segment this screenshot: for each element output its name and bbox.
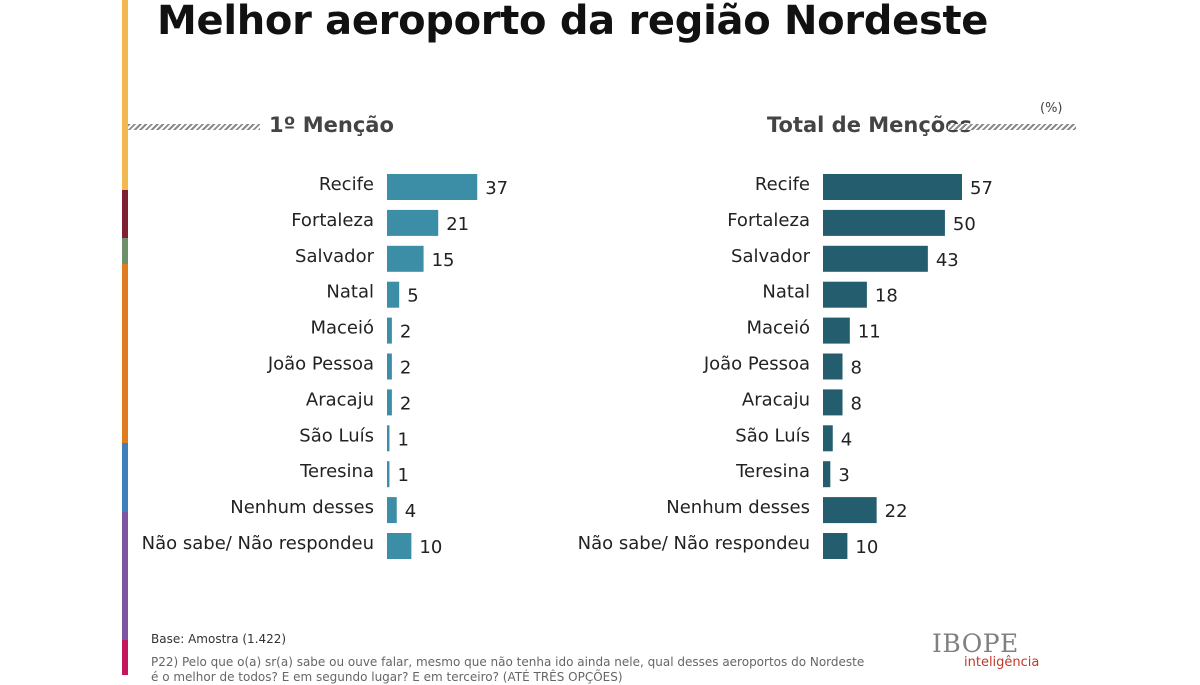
total-value-label: 8 [851, 358, 862, 379]
total-value-label: 50 [953, 214, 976, 235]
total-value-label: 18 [875, 286, 898, 307]
side-strip-segment [122, 640, 128, 675]
first-bar [387, 461, 390, 488]
total-category-label: Salvador [731, 246, 811, 267]
first-value-label: 5 [407, 286, 418, 307]
page-title: Melhor aeroporto da região Nordeste [157, 0, 989, 44]
first-category-label: Aracaju [306, 389, 374, 410]
panel-heading-first-mention: 1º Menção [269, 113, 394, 137]
total-value-label: 22 [885, 501, 908, 522]
first-bar [387, 353, 392, 380]
first-bar [387, 174, 478, 200]
first-category-label: Teresina [299, 461, 374, 482]
first-category-label: João Pessoa [267, 354, 374, 375]
unit-label: (%) [1040, 101, 1063, 116]
first-bar [387, 497, 397, 524]
total-category-label: Maceió [746, 318, 810, 339]
side-strip-segment [122, 0, 128, 190]
total-bar [823, 389, 843, 416]
total-bar [823, 209, 945, 236]
logo-main-text: IBOPE [932, 629, 1019, 658]
side-strip-segment [122, 264, 128, 443]
total-category-label: Fortaleza [727, 210, 810, 231]
first-category-label: Salvador [295, 246, 375, 267]
side-strip-segment [122, 238, 128, 264]
side-strip-segment [122, 512, 128, 640]
total-bar [823, 317, 850, 344]
base-note: Base: Amostra (1.422) [151, 632, 287, 646]
heading-hatch-left [128, 124, 260, 130]
first-value-label: 1 [397, 465, 408, 486]
first-value-label: 10 [419, 537, 442, 558]
first-value-label: 2 [400, 322, 411, 343]
question-note: P22) Pelo que o(a) sr(a) sabe ou ouve fa… [151, 655, 865, 684]
first-bar [387, 389, 392, 416]
first-value-label: 2 [400, 358, 411, 379]
total-bar [823, 174, 962, 200]
total-value-label: 8 [851, 393, 862, 414]
first-bar [387, 533, 412, 559]
first-bar [387, 209, 439, 236]
first-value-label: 2 [400, 393, 411, 414]
total-value-label: 57 [970, 178, 993, 199]
first-category-label: Recife [319, 174, 374, 195]
total-category-label: Aracaju [742, 389, 810, 410]
total-value-label: 4 [841, 429, 852, 450]
total-bar [823, 461, 831, 488]
first-category-label: Fortaleza [291, 210, 374, 231]
first-category-label: São Luís [299, 425, 374, 446]
total-category-label: João Pessoa [703, 354, 810, 375]
total-value-label: 43 [936, 250, 959, 271]
first-value-label: 1 [397, 429, 408, 450]
total-bar [823, 281, 867, 308]
total-value-label: 3 [838, 465, 849, 486]
first-value-label: 21 [446, 214, 469, 235]
first-bar [387, 281, 400, 308]
total-bar [823, 425, 833, 452]
total-bar [823, 533, 848, 559]
first-value-label: 37 [485, 178, 508, 199]
total-bar [823, 497, 877, 524]
total-category-label: Recife [755, 174, 810, 195]
total-bar [823, 245, 928, 272]
first-bar [387, 425, 390, 452]
total-category-label: Natal [762, 282, 810, 303]
side-strip-segment [122, 443, 128, 512]
panel-heading-total-mentions: Total de Menções [767, 113, 972, 137]
logo-sub-text: inteligência [964, 655, 1040, 670]
total-value-label: 11 [858, 322, 881, 343]
total-category-label: Nenhum desses [666, 497, 810, 518]
first-bar [387, 245, 424, 272]
first-bar [387, 317, 392, 344]
total-category-label: Não sabe/ Não respondeu [578, 533, 810, 554]
ibope-logo: IBOPE inteligência [932, 629, 1052, 675]
first-category-label: Nenhum desses [230, 497, 374, 518]
heading-hatch-right [948, 124, 1076, 130]
first-category-label: Não sabe/ Não respondeu [142, 533, 374, 554]
total-category-label: São Luís [735, 425, 810, 446]
side-strip-segment [122, 190, 128, 238]
first-value-label: 4 [405, 501, 416, 522]
first-value-label: 15 [432, 250, 455, 271]
first-category-label: Maceió [310, 318, 374, 339]
total-value-label: 10 [855, 537, 878, 558]
first-category-label: Natal [326, 282, 374, 303]
total-bar [823, 353, 843, 380]
total-category-label: Teresina [735, 461, 810, 482]
